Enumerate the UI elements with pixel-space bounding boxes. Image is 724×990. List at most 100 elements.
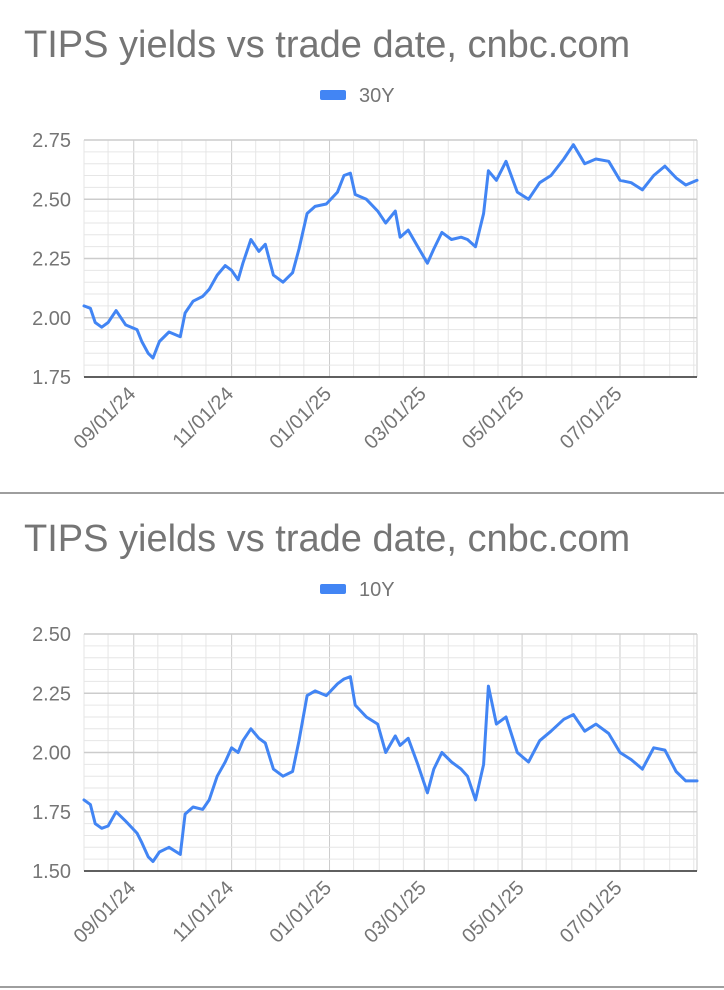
data-point	[527, 761, 530, 763]
data-point	[349, 172, 352, 174]
data-point	[208, 799, 210, 801]
data-point	[399, 744, 401, 747]
data-point	[83, 305, 85, 307]
data-point	[208, 288, 210, 291]
data-point	[336, 191, 339, 193]
data-point	[550, 174, 552, 177]
x-tick-label: 07/01/25	[556, 383, 627, 454]
x-tick-label: 01/01/25	[265, 383, 336, 454]
data-point	[607, 160, 610, 163]
data-point	[516, 191, 519, 193]
data-point	[237, 751, 239, 754]
data-point	[282, 775, 284, 777]
data-point	[572, 713, 575, 716]
data-point	[563, 718, 565, 721]
data-point	[696, 780, 698, 782]
data-point	[407, 737, 410, 740]
data-point	[158, 851, 161, 853]
data-point	[141, 340, 143, 343]
data-point	[595, 158, 597, 160]
data-point	[242, 739, 244, 742]
data-point	[417, 245, 419, 248]
data-point	[664, 749, 666, 751]
data-point	[336, 683, 339, 685]
data-point	[343, 174, 345, 177]
data-point	[264, 742, 267, 744]
x-tick-label: 03/01/25	[360, 877, 431, 948]
data-point	[652, 747, 655, 749]
data-point	[538, 739, 541, 742]
data-point	[136, 832, 138, 834]
data-point	[94, 822, 96, 825]
series-line-10y	[82, 675, 699, 863]
data-point	[487, 685, 490, 687]
data-point	[675, 177, 677, 179]
chart-10y: TIPS yields vs trade date, cnbc.com 10Y …	[24, 518, 699, 948]
data-point	[258, 737, 260, 740]
data-point	[192, 806, 194, 808]
data-point	[264, 243, 267, 246]
data-point	[495, 179, 498, 182]
chart-panel-10y: TIPS yields vs trade date, cnbc.com 10Y …	[0, 494, 724, 988]
data-point	[417, 763, 419, 766]
data-point	[664, 165, 666, 167]
data-point	[619, 179, 621, 182]
chart-panel-30y: TIPS yields vs trade date, cnbc.com 30Y …	[0, 0, 724, 494]
data-point	[224, 264, 226, 267]
chart-30y: TIPS yields vs trade date, cnbc.com 30Y …	[24, 24, 699, 454]
data-point	[630, 758, 632, 761]
x-tick-label: 01/01/25	[265, 877, 336, 948]
data-point	[450, 238, 453, 241]
data-point	[115, 811, 117, 813]
data-point	[141, 841, 143, 844]
x-tick-label: 09/01/24	[70, 877, 141, 948]
data-point	[466, 775, 469, 777]
data-point	[124, 820, 127, 822]
data-point	[230, 269, 233, 272]
data-point	[107, 321, 109, 324]
legend-swatch-10y	[320, 584, 346, 594]
data-point	[325, 694, 328, 697]
data-point	[675, 770, 677, 773]
data-point	[384, 751, 387, 754]
data-point	[426, 262, 429, 265]
data-point	[201, 808, 204, 811]
y-tick-label: 2.25	[32, 683, 71, 705]
legend-swatch-30y	[320, 90, 346, 100]
data-point	[179, 853, 182, 856]
y-tick-label: 2.50	[32, 189, 71, 211]
data-point	[441, 751, 443, 754]
data-point	[630, 181, 632, 184]
data-point	[258, 250, 260, 253]
x-tick-label: 11/01/24	[169, 383, 239, 453]
data-point	[433, 768, 435, 770]
data-point	[147, 856, 149, 858]
data-point	[505, 160, 507, 163]
data-point	[641, 768, 644, 770]
data-point	[595, 723, 597, 725]
y-tick-label: 1.50	[32, 861, 71, 883]
data-point	[527, 198, 530, 201]
data-point	[460, 768, 462, 770]
data-point	[354, 193, 357, 196]
data-point	[282, 281, 284, 284]
data-point	[168, 331, 170, 333]
data-point	[685, 780, 687, 782]
data-point	[83, 799, 85, 801]
data-point	[314, 690, 316, 692]
x-tick-label: 07/01/25	[556, 877, 627, 948]
y-tick-label: 2.50	[32, 624, 71, 646]
data-point	[487, 170, 490, 172]
y-tick-label: 2.00	[32, 743, 71, 765]
y-tick-label: 2.75	[32, 130, 71, 152]
data-point	[652, 174, 655, 177]
data-point	[563, 158, 565, 160]
data-point	[136, 328, 138, 331]
data-point	[158, 340, 161, 343]
data-point	[538, 181, 541, 184]
data-point	[272, 274, 275, 276]
data-point	[505, 716, 507, 718]
divider	[0, 986, 724, 988]
x-tick-label: 05/01/25	[458, 383, 529, 454]
data-point	[179, 335, 182, 338]
